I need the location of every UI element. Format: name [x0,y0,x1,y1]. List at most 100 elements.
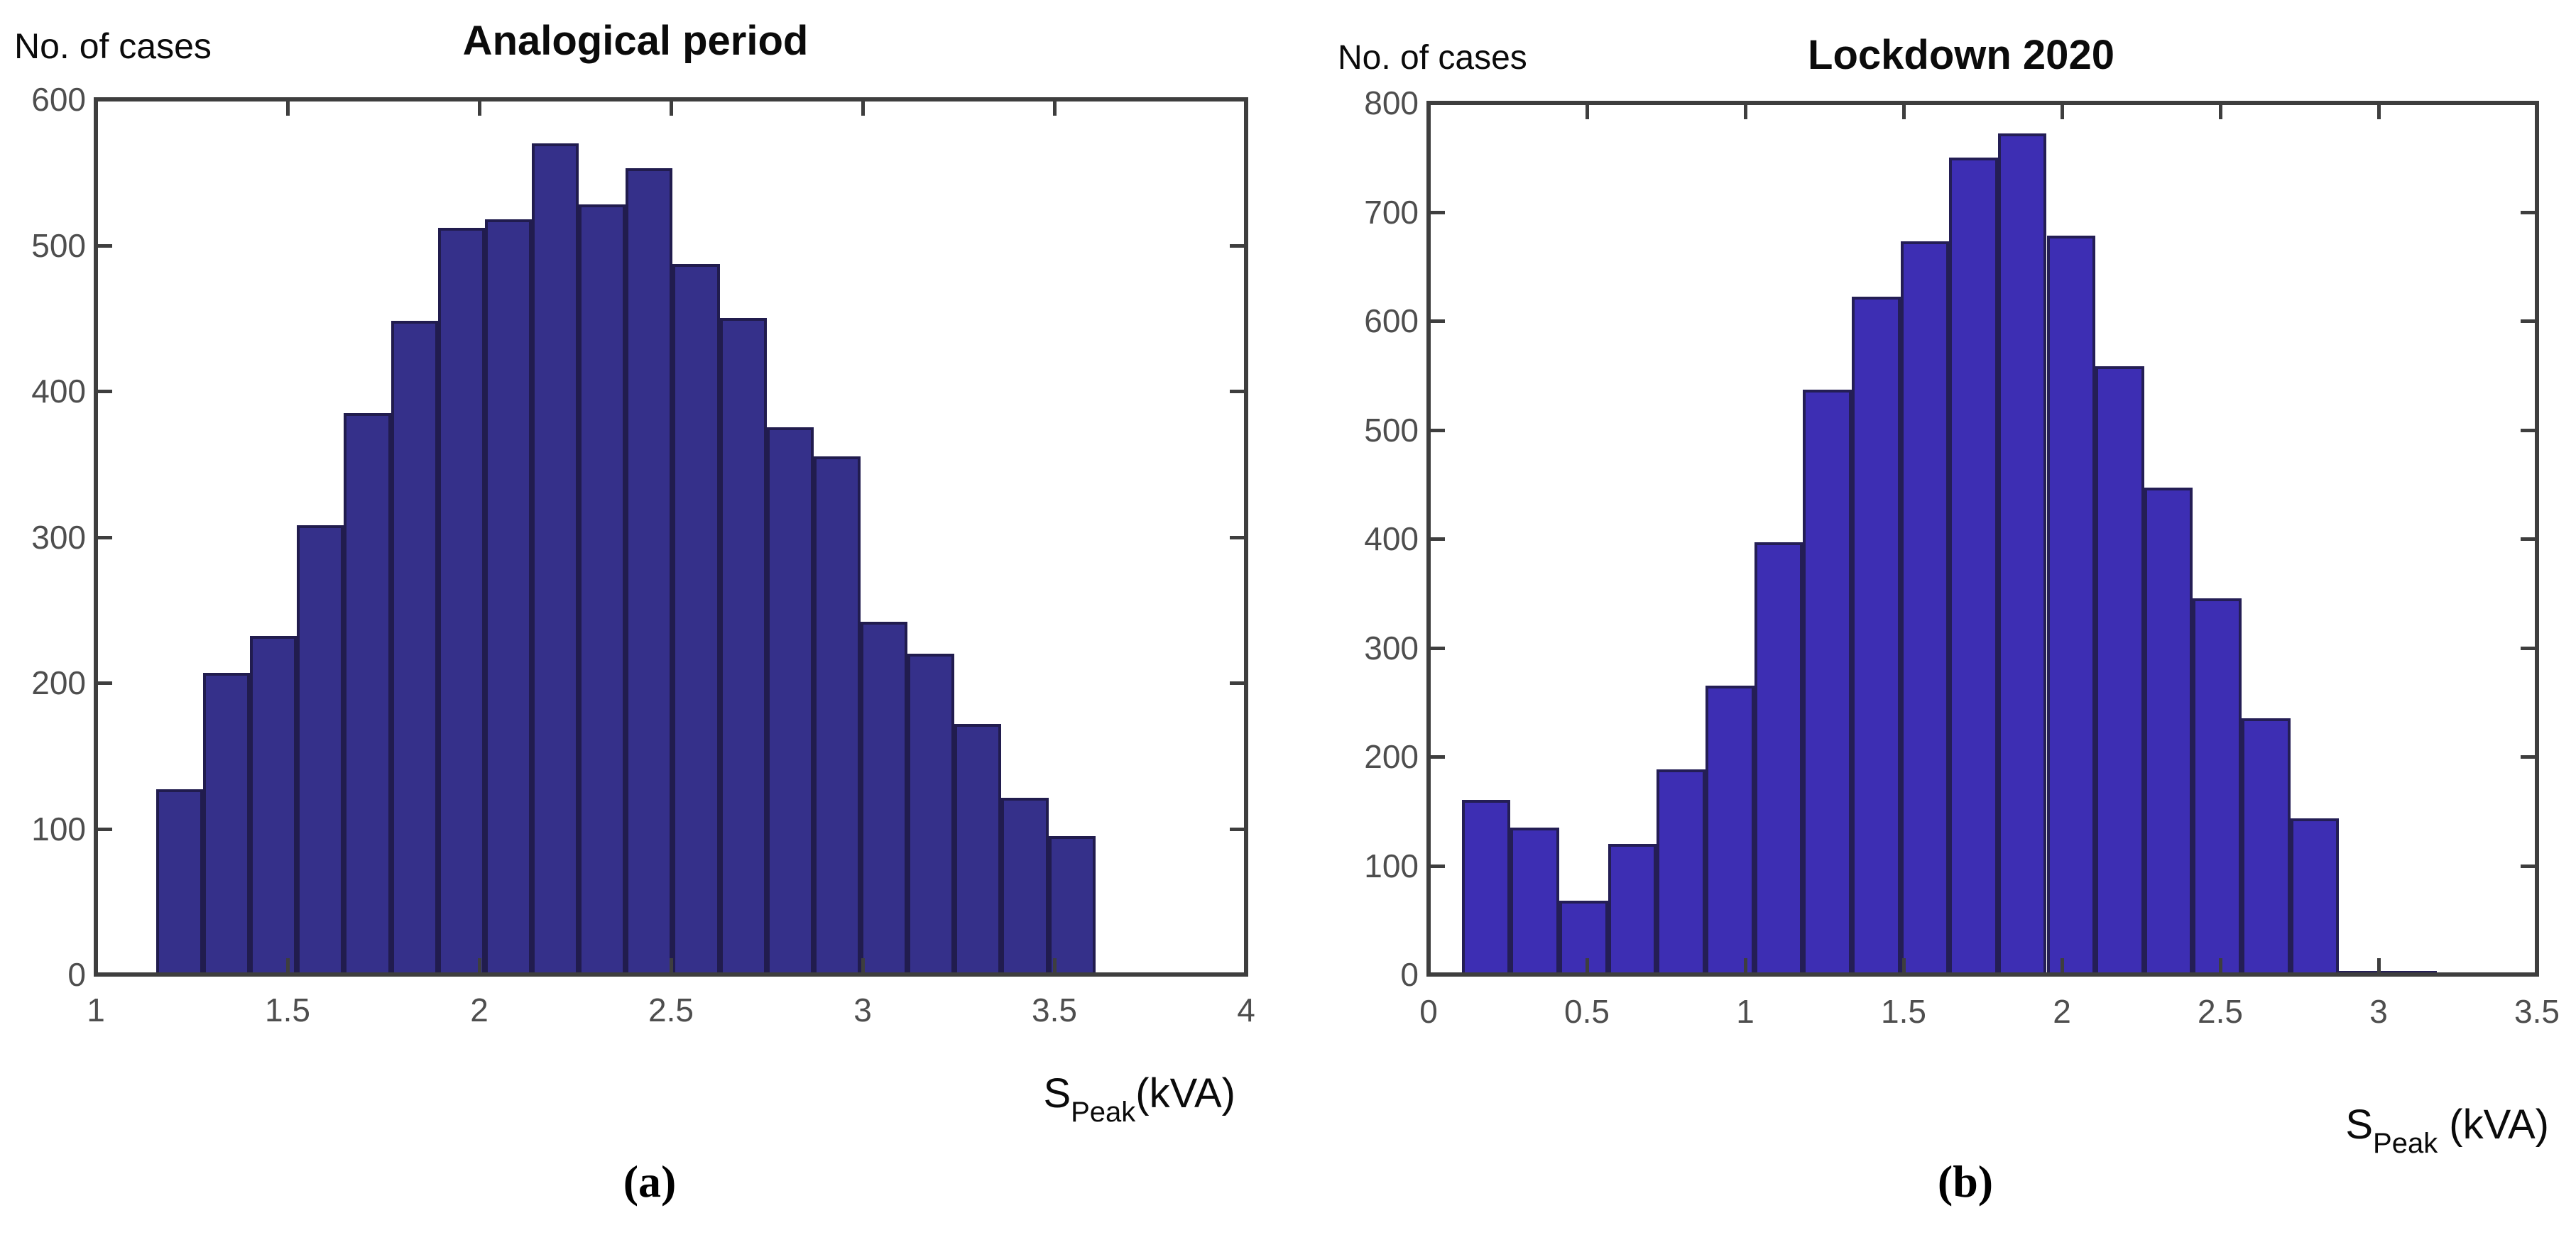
x-tick-top [2061,105,2064,119]
y-tick-right [2521,864,2535,868]
histogram-bar [1657,769,1705,975]
x-tick-label: 2 [2053,993,2071,1030]
histogram-bar [1705,686,1754,975]
y-axis-label-left-chart: No. of cases [14,26,212,66]
x-axis-label-subscript: Peak [1071,1097,1136,1128]
y-tick-label: 600 [1364,302,1419,339]
x-tick-label: 3 [2369,993,2388,1030]
histogram-bar [579,204,626,975]
chart-title-analogical-period: Analogical period [462,18,809,64]
histogram-bar [1048,835,1096,975]
x-tick-top [478,101,481,116]
x-tick-label: 0 [1419,993,1438,1030]
y-tick [1431,755,1445,759]
histogram-bar [813,456,861,975]
y-tick-right [2521,646,2535,650]
y-axis-left-spine [1426,101,1431,977]
x-tick [2219,958,2222,972]
subfigure-caption-b: (b) [1937,1156,1994,1207]
y-tick-right [1230,681,1244,685]
y-tick-label: 0 [1400,956,1419,993]
histogram-bar [1900,241,1950,975]
histogram-bar [437,227,485,975]
x-tick-top [670,101,673,116]
x-tick-label: 1 [1736,993,1754,1030]
histogram-bar [2046,236,2096,975]
y-tick-label: 600 [31,81,86,118]
y-tick-label: 300 [1364,629,1419,666]
histogram-bar [719,318,767,975]
x-tick-label: 1.5 [265,992,310,1028]
x-axis-top-spine [1426,101,2539,105]
x-axis-label-right-chart: SPeak (kVA) [2300,1053,2549,1196]
x-tick [1744,958,1747,972]
histogram-bar [2242,718,2291,975]
histogram-bar [1997,133,2047,975]
y-tick [1431,646,1445,650]
histogram-bar [907,653,955,975]
x-tick-top [286,101,290,116]
x-tick-top [2219,105,2222,119]
y-axis-left-spine [94,97,98,977]
histogram-bar [250,636,298,975]
histogram-bar [1559,900,1608,975]
y-tick-label: 100 [1364,847,1419,884]
x-axis-bottom-spine [1426,972,2539,977]
y-tick [98,827,112,831]
x-axis-label-unit: (kVA) [1135,1070,1235,1116]
x-tick-top [861,101,865,116]
y-tick-right [2521,319,2535,323]
histogram-bar [1461,800,1511,975]
y-tick [1431,210,1445,214]
y-axis-right-spine [2535,101,2539,977]
x-tick-label: 3.5 [1032,992,1077,1028]
histogram-bar [766,427,814,975]
x-axis-label-unit: (kVA) [2438,1102,2549,1148]
histogram-bar [1949,157,1998,975]
histogram-bar [391,321,438,975]
x-tick [478,958,481,972]
x-tick [670,958,673,972]
x-axis-label-symbol: S [2345,1102,2374,1148]
y-tick [1431,864,1445,868]
histogram-bar [2144,487,2193,975]
histogram-bar [297,525,344,975]
y-tick-label: 400 [31,373,86,410]
histogram-bar [954,723,1002,975]
y-tick [98,390,112,393]
y-tick-label: 400 [1364,520,1419,557]
y-tick-label: 100 [31,810,86,847]
y-axis-right-spine [1244,97,1248,977]
x-tick-label: 2.5 [2198,993,2243,1030]
y-tick-right [1230,827,1244,831]
histogram-bar [1001,798,1049,975]
histogram-bar [484,219,532,975]
y-tick [1431,537,1445,541]
x-tick-top [2377,105,2381,119]
x-tick-top [1053,101,1057,116]
y-tick-right [1230,535,1244,539]
y-tick-right [2521,755,2535,759]
histogram-bar [1803,389,1852,975]
histogram-bar [1851,297,1901,975]
histogram-bar [2095,366,2144,975]
y-tick-label: 0 [67,956,86,993]
x-axis-bottom-spine [94,972,1248,977]
y-axis-label-right-chart: No. of cases [1338,39,1527,77]
y-tick [98,535,112,539]
histogram-bar [531,143,579,975]
x-tick-label: 1 [87,992,105,1028]
x-axis-label-left-chart: SPeak(kVA) [998,1022,1235,1165]
histogram-bar [626,168,673,975]
x-tick-top [1902,105,1906,119]
subfigure-caption-a: (a) [623,1156,677,1207]
y-tick-label: 200 [1364,738,1419,775]
y-tick-right [2521,537,2535,541]
y-tick-right [2521,428,2535,432]
chart-title-lockdown-2020: Lockdown 2020 [1808,32,2114,78]
histogram-bar [2193,598,2242,975]
x-tick-top [1744,105,1747,119]
histogram-bar [1754,542,1803,975]
x-tick-label: 3 [853,992,872,1028]
